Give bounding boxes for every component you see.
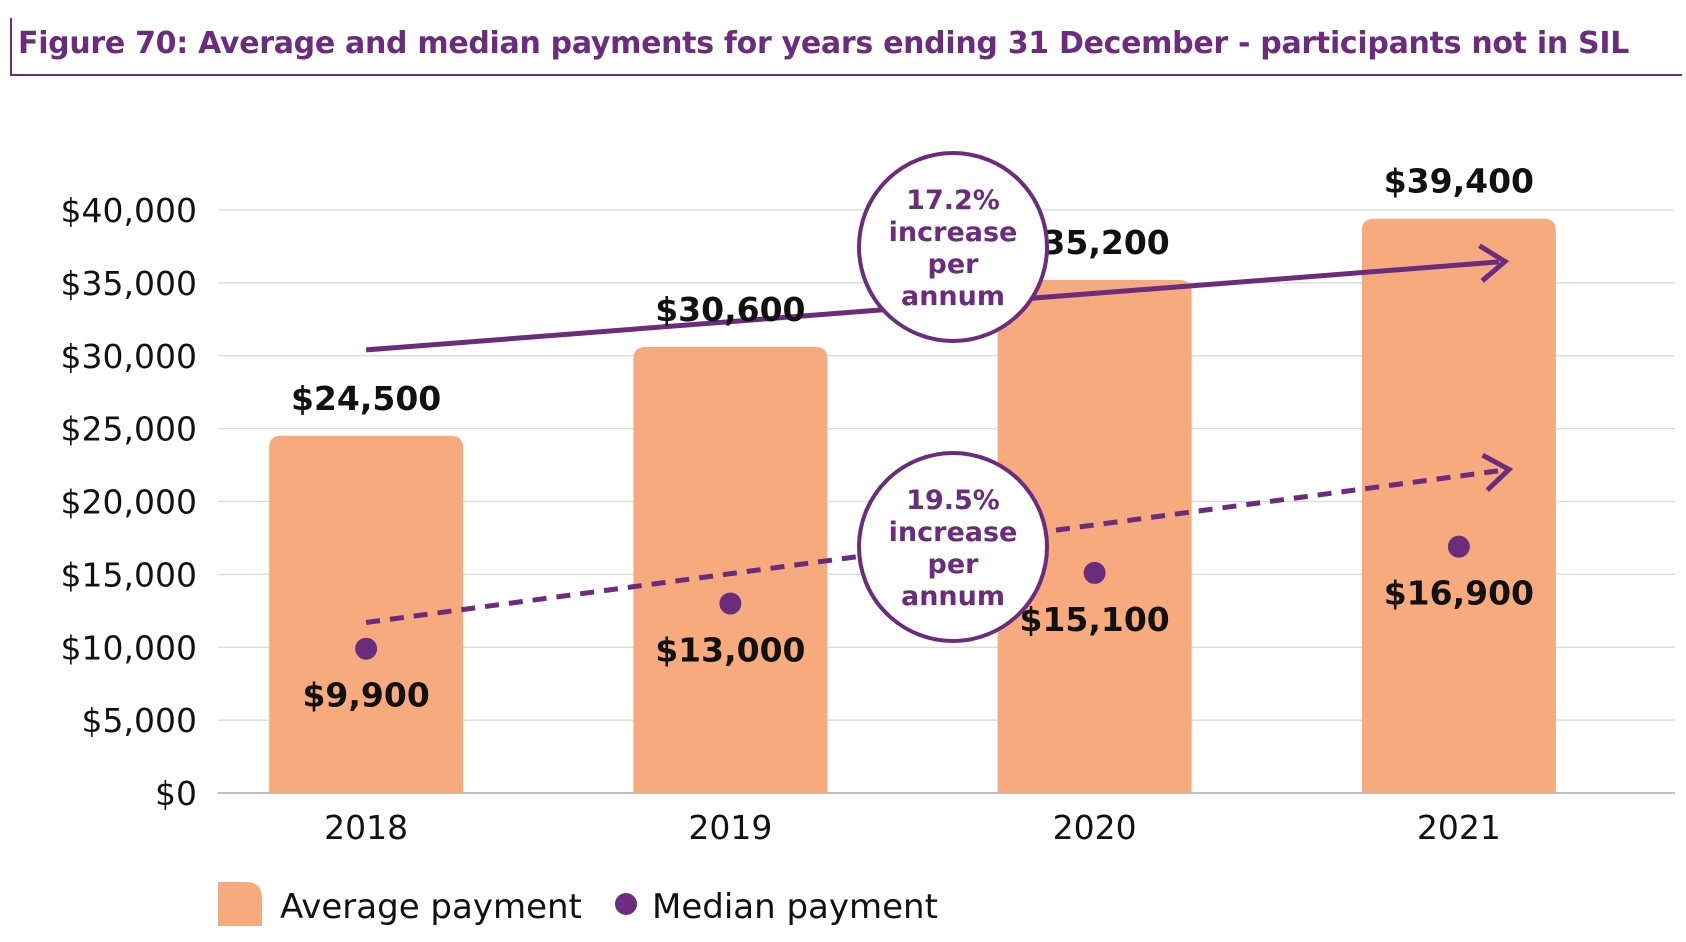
y-tick-label: $5,000: [82, 701, 197, 740]
legend-label-median: Median payment: [652, 887, 938, 927]
y-tick-label: $35,000: [61, 264, 197, 303]
annotation-text: 19.5%: [906, 485, 1000, 516]
legend-label-average: Average payment: [280, 887, 582, 927]
x-tick-label: 2019: [688, 808, 772, 847]
axis-ticks: $0 $5,000 $10,000 $15,000 $20,000 $25,000 $30,…: [61, 191, 1501, 847]
legend-swatch-average: [218, 882, 262, 926]
median-point: [1447, 535, 1470, 558]
bar-value-label: $30,600: [655, 290, 805, 329]
annotation-text: per: [928, 549, 980, 580]
annotation-circle: [857, 451, 1049, 643]
data-labels: $24,500$30,600$35,200$39,400$9,900$13,00…: [291, 162, 1534, 715]
median-point: [1083, 561, 1106, 584]
trend-arrowhead: [1481, 452, 1514, 492]
bar-value-label: $24,500: [291, 379, 441, 418]
annotation-text: increase: [889, 517, 1018, 548]
y-tick-label: $20,000: [61, 483, 197, 522]
y-tick-label: $10,000: [61, 628, 197, 667]
annotation-circle: [857, 151, 1049, 343]
y-tick-label: $15,000: [61, 555, 197, 594]
x-tick-label: 2018: [324, 808, 408, 847]
bar-average-payment: [1361, 218, 1556, 793]
y-tick-label: $25,000: [61, 410, 197, 449]
trend-arrowhead: [1478, 243, 1510, 283]
x-tick-label: 2020: [1053, 808, 1137, 847]
legend-swatch-median: [615, 893, 637, 915]
annotation-text: 17.2%: [906, 185, 1000, 216]
median-value-label: $13,000: [655, 631, 805, 670]
y-tick-label: $0: [155, 774, 197, 813]
y-tick-label: $30,000: [61, 337, 197, 376]
bar-average-payment: [269, 435, 464, 793]
median-value-label: $15,100: [1019, 600, 1169, 639]
median-point: [719, 592, 742, 615]
y-tick-label: $40,000: [61, 191, 197, 230]
annotations: 17.2%increaseperannum19.5%increaseperann…: [857, 151, 1049, 643]
bar-average-payment: [997, 279, 1192, 794]
median-value-label: $9,900: [302, 676, 429, 715]
bars: [269, 218, 1556, 794]
bar-value-label: $39,400: [1384, 162, 1534, 201]
annotation-text: per: [928, 249, 980, 280]
median-value-label: $16,900: [1384, 574, 1534, 613]
bar-average-payment: [633, 347, 828, 793]
median-points: [355, 535, 1470, 660]
median-point: [355, 637, 378, 660]
legend: Average payment Median payment: [218, 882, 938, 927]
annotation-text: increase: [889, 217, 1018, 248]
annotation-text: annum: [901, 581, 1005, 612]
title-bar: Figure 70: Average and median payments f…: [10, 18, 1682, 76]
chart-title: Figure 70: Average and median payments f…: [18, 26, 1630, 61]
x-tick-label: 2021: [1417, 808, 1501, 847]
annotation-text: annum: [901, 281, 1005, 312]
